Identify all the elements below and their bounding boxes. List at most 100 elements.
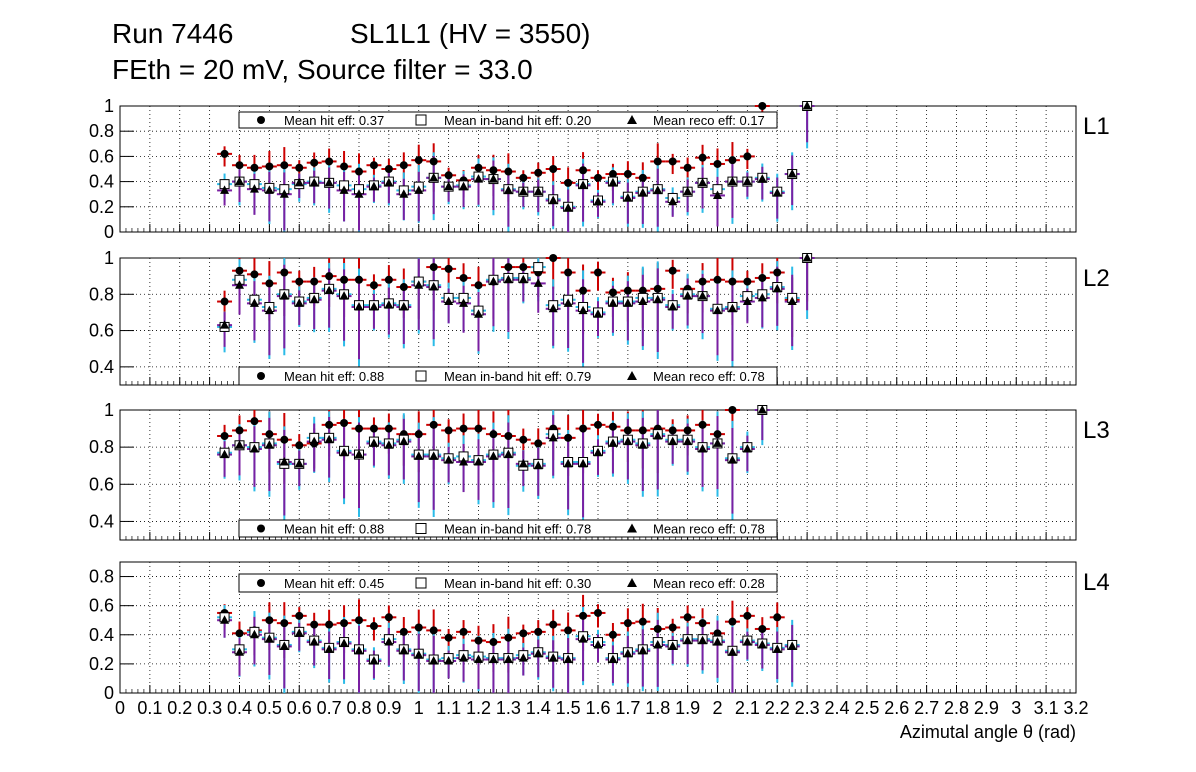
hit-eff-point [638, 173, 647, 182]
reco-eff-point [757, 174, 767, 183]
hit-eff-point [743, 611, 752, 620]
reco-eff-point [608, 654, 618, 664]
hit-eff-point [489, 166, 498, 175]
hit-eff-point [235, 629, 244, 638]
reco-eff-point [384, 637, 394, 646]
hit-eff-point [623, 286, 632, 295]
reco-eff-point [742, 444, 752, 453]
reco-eff-point [279, 291, 289, 300]
x-tick-label: 2 [712, 698, 722, 718]
hit-eff-point [474, 424, 483, 433]
reco-eff-point [742, 296, 752, 306]
x-tick-label: 1.9 [675, 698, 700, 718]
legend: Mean hit eff: 0.37 Mean in-band hit eff: … [238, 111, 778, 129]
y-tick-label: 0.6 [89, 321, 114, 341]
reco-eff-point [264, 440, 274, 449]
reco-eff-point [578, 180, 588, 189]
reco-eff-point [235, 440, 244, 449]
hit-eff-point [698, 619, 707, 628]
chamber-label: SL1L1 (HV = 3550) [350, 18, 591, 49]
reco-eff-point [593, 309, 603, 318]
reco-eff-point [623, 298, 633, 307]
legend-reco-label: Mean reco eff: 0.78 [653, 369, 765, 384]
reco-eff-point [713, 190, 722, 199]
hit-eff-point [594, 173, 602, 182]
hit-eff-point [310, 620, 319, 629]
x-tick-label: 2.5 [854, 698, 879, 718]
y-tick-label: 0.6 [89, 146, 114, 166]
x-tick-label: 0.3 [197, 698, 222, 718]
x-tick-label: 0 [115, 698, 125, 718]
reco-eff-point [563, 298, 573, 307]
reco-eff-point [683, 186, 693, 196]
legend-inband-marker [415, 577, 427, 589]
reco-eff-point [249, 444, 259, 453]
reco-eff-point [533, 186, 543, 196]
reco-eff-point [548, 303, 558, 313]
hit-eff-point [355, 616, 363, 625]
reco-eff-point [399, 436, 409, 446]
legend-inband-label: Mean in-band hit eff: 0.78 [444, 522, 591, 537]
reco-eff-point [414, 280, 424, 289]
hit-eff-point [474, 163, 483, 172]
hit-eff-point [713, 629, 722, 638]
hit-eff-point [519, 435, 528, 444]
reco-eff-point [339, 291, 349, 300]
x-tick-label: 1.5 [556, 698, 581, 718]
reco-eff-point [474, 457, 483, 466]
legend-reco-label: Mean reco eff: 0.17 [653, 113, 765, 128]
hit-eff-point [459, 424, 468, 433]
x-tick-label: 0.5 [257, 698, 282, 718]
reco-eff-point [399, 301, 409, 311]
reco-eff-point [414, 185, 424, 194]
legend-frame [238, 366, 778, 386]
reco-eff-point [533, 278, 543, 287]
hit-eff-point [429, 157, 438, 166]
legend-reco-label: Mean reco eff: 0.78 [653, 522, 765, 537]
reco-eff-point [727, 455, 737, 464]
reco-eff-point [354, 189, 364, 198]
hit-eff-point [773, 613, 782, 622]
reco-eff-point [369, 655, 379, 665]
reco-eff-point [772, 283, 782, 293]
reco-eff-point [578, 458, 588, 468]
reco-eff-point [444, 296, 454, 306]
hit-eff-point [399, 283, 408, 292]
hit-eff-point [310, 158, 319, 167]
reco-eff-point [220, 449, 230, 459]
reco-eff-point [653, 639, 663, 649]
x-tick-label: 0.2 [167, 698, 192, 718]
y-tick-label: 1 [104, 96, 114, 116]
legend-frame [238, 111, 778, 129]
settings-label: FEth = 20 mV, Source filter = 33.0 [112, 54, 533, 85]
reco-eff-point [294, 177, 304, 187]
x-tick-label: 3 [1011, 698, 1021, 718]
hit-eff-point [698, 420, 707, 429]
hit-eff-point [549, 165, 558, 173]
hit-eff-point [668, 623, 677, 632]
reco-eff-point [668, 641, 678, 650]
reco-eff-point [264, 185, 274, 194]
reco-eff-point [354, 645, 364, 655]
y-tick-label: 0.4 [89, 625, 114, 645]
hit-eff-point [340, 619, 349, 628]
hit-eff-point [638, 286, 647, 295]
x-tick-label: 0.4 [227, 698, 252, 718]
hit-eff-point [489, 638, 498, 647]
reco-eff-point [399, 645, 409, 655]
reco-eff-point [518, 186, 528, 196]
hit-eff-point [444, 171, 453, 180]
hit-eff-point [579, 286, 588, 295]
hit-eff-point [758, 102, 767, 110]
legend-hit-label: Mean hit eff: 0.88 [284, 369, 384, 384]
hit-eff-point [459, 273, 468, 282]
reco-eff-point [683, 436, 693, 446]
hit-eff-point [340, 162, 349, 171]
reco-eff-point [727, 647, 737, 656]
x-tick-label: 1.2 [466, 698, 491, 718]
reco-eff-point [339, 638, 349, 648]
reco-eff-point [802, 253, 812, 262]
reco-eff-point [668, 301, 678, 311]
panel-l4: 0 0.2 0.4 0.6 0.8 L4 Mean hit eff: 0.45 Mean in… [89, 561, 1110, 703]
